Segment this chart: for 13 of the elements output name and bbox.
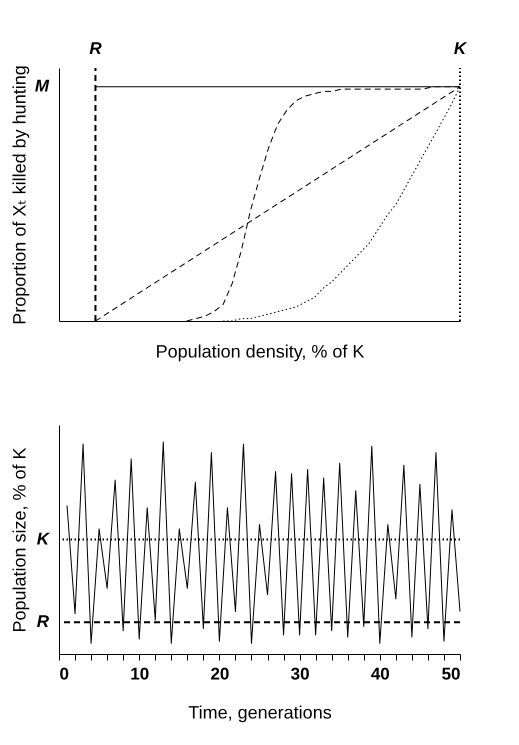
x-tick-label: 30 [290, 664, 310, 684]
x-tick-label: 10 [130, 664, 150, 684]
text: M [34, 76, 50, 96]
x-tick-label: 50 [442, 664, 460, 684]
y-axis-title: Population size, % of K [10, 447, 30, 633]
x-tick-label: 40 [370, 664, 390, 684]
x-axis-title: Population density, % of K [156, 342, 364, 362]
x-tick-label: 20 [210, 664, 230, 684]
y-axis-title: Proportion of Xₜ killed by hunting [10, 65, 30, 325]
x-tick-label: 0 [60, 664, 69, 684]
x-axis-title: Time, generations [188, 702, 332, 722]
ref-line-label: R [36, 612, 50, 632]
ref-line-label: K [36, 530, 51, 548]
